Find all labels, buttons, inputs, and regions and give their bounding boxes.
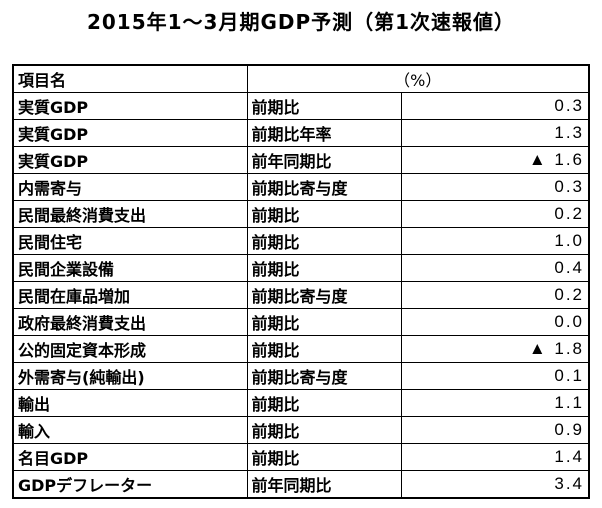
cell: 内需寄与 <box>12 173 248 201</box>
value-cell: 0.4 <box>400 254 590 282</box>
row: 民間在庫品増加 前期比寄与度 0.2 <box>12 281 590 309</box>
row: 名目GDP 前期比 1.4 <box>12 443 590 471</box>
cell: 公的固定資本形成 <box>12 335 248 363</box>
cell: 前期比 <box>246 92 402 120</box>
table-body: 項目名 （%） 実質GDP 前期比 0.3 実質GDP 前期比年率 1.3 実質GDP 前年同… <box>12 64 590 499</box>
cell: 実質GDP <box>12 146 248 174</box>
row: 外需寄与(純輸出) 前期比寄与度 0.1 <box>12 362 590 390</box>
cell: 民間最終消費支出 <box>12 200 248 228</box>
value-cell: 3.4 <box>400 470 590 499</box>
value-cell: ▲ 1.8 <box>400 335 590 363</box>
row: 公的固定資本形成 前期比 ▲ 1.8 <box>12 335 590 363</box>
header-cell: 項目名 <box>12 64 248 93</box>
value-cell: 0.3 <box>400 92 590 120</box>
cell: 前期比 <box>246 308 402 336</box>
header-row: 項目名 （%） <box>12 64 590 93</box>
value-cell: 1.4 <box>400 443 590 471</box>
cell: 前期比 <box>246 254 402 282</box>
cell: 前期比寄与度 <box>246 173 402 201</box>
row: 実質GDP 前期比 0.3 <box>12 92 590 120</box>
cell: 前期比 <box>246 443 402 471</box>
cell: 民間在庫品増加 <box>12 281 248 309</box>
cell: 実質GDP <box>12 119 248 147</box>
cell: 前期比寄与度 <box>246 362 402 390</box>
cell: 前期比 <box>246 416 402 444</box>
cell: 前期比 <box>246 389 402 417</box>
value-cell: ▲ 1.6 <box>400 146 590 174</box>
title: 2015年1～3月期GDP予測（第1次速報値） <box>86 10 516 34</box>
value-cell: 0.0 <box>400 308 590 336</box>
value-cell: 1.3 <box>400 119 590 147</box>
value-cell: 0.3 <box>400 173 590 201</box>
row: 民間企業設備 前期比 0.4 <box>12 254 590 282</box>
value-cell: 0.9 <box>400 416 590 444</box>
row: 実質GDP 前期比年率 1.3 <box>12 119 590 147</box>
cell: GDPデフレーター <box>12 470 248 499</box>
cell: 前年同期比 <box>246 470 402 499</box>
value-cell: 1.0 <box>400 227 590 255</box>
cell: 輸出 <box>12 389 248 417</box>
row: GDPデフレーター 前年同期比 3.4 <box>12 470 590 499</box>
cell: 前期比年率 <box>246 119 402 147</box>
cell: 政府最終消費支出 <box>12 308 248 336</box>
cell: 実質GDP <box>12 92 248 120</box>
cell: 民間住宅 <box>12 227 248 255</box>
row: 政府最終消費支出 前期比 0.0 <box>12 308 590 336</box>
cell: 外需寄与(純輸出) <box>12 362 248 390</box>
cell: 前年同期比 <box>246 146 402 174</box>
cell: 輸入 <box>12 416 248 444</box>
value-cell: 1.1 <box>400 389 590 417</box>
row: 民間最終消費支出 前期比 0.2 <box>12 200 590 228</box>
cell: 前期比 <box>246 200 402 228</box>
cell: 名目GDP <box>12 443 248 471</box>
row: 輸出 前期比 1.1 <box>12 389 590 417</box>
header-cell: （%） <box>246 64 590 93</box>
value-cell: 0.2 <box>400 200 590 228</box>
cell: 前期比 <box>246 335 402 363</box>
row: 輸入 前期比 0.9 <box>12 416 590 444</box>
value-cell: 0.2 <box>400 281 590 309</box>
cell: 前期比寄与度 <box>246 281 402 309</box>
row: 実質GDP 前年同期比 ▲ 1.6 <box>12 146 590 174</box>
cell: 民間企業設備 <box>12 254 248 282</box>
row: 内需寄与 前期比寄与度 0.3 <box>12 173 590 201</box>
value-cell: 0.1 <box>400 362 590 390</box>
cell: 前期比 <box>246 227 402 255</box>
row: 民間住宅 前期比 1.0 <box>12 227 590 255</box>
gdp-table: 項目名 （%） 実質GDP 前期比 0.3 実質GDP 前期比年率 1.3 実質GDP 前年同… <box>12 64 590 499</box>
